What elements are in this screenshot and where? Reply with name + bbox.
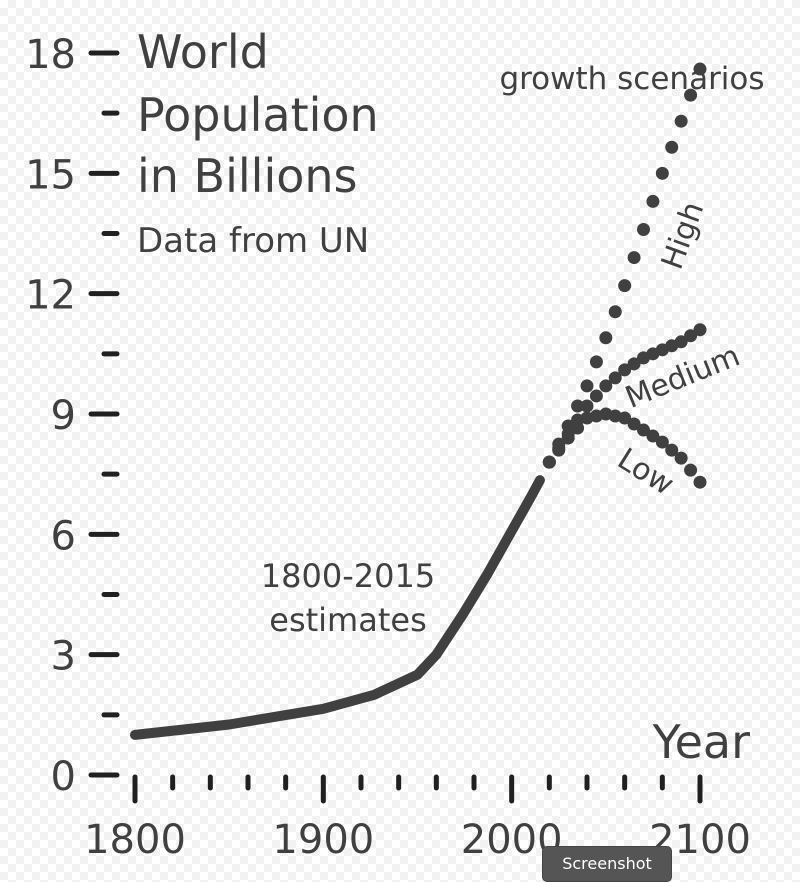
estimates-annotation: 1800-2015 estimates <box>261 557 435 639</box>
medium-scenario-dot <box>589 389 603 403</box>
low-scenario-dot <box>693 475 707 489</box>
medium-scenario-dot <box>674 335 688 349</box>
high-scenario-dot <box>693 62 707 76</box>
medium-scenario-dot <box>608 371 622 385</box>
low-scenario-dot <box>684 463 698 477</box>
high-scenario-dot <box>627 251 641 265</box>
title-line-2: Population <box>137 88 379 142</box>
medium-scenario-dot <box>599 379 613 393</box>
y-tick-label: 18 <box>25 32 76 78</box>
y-tick-label: 12 <box>25 273 76 319</box>
high-scenario-label: High <box>655 197 711 274</box>
y-tick-label: 9 <box>51 393 76 439</box>
low-scenario-dot <box>561 431 575 445</box>
high-scenario-dot <box>637 222 650 236</box>
high-scenario-dot <box>655 166 669 180</box>
medium-scenario-label: Medium <box>620 338 744 415</box>
high-scenario-dot <box>684 88 698 102</box>
title-line-1: World <box>137 25 269 79</box>
series-group <box>130 62 707 740</box>
x-tick-label: 1800 <box>84 817 186 863</box>
y-tick-label: 15 <box>25 152 76 198</box>
high-scenario-dot <box>646 194 660 208</box>
x-tick-label: 1900 <box>272 817 374 863</box>
low-scenario-dot <box>571 421 585 435</box>
low-scenario-dot <box>655 435 669 449</box>
y-tick-label: 6 <box>51 513 76 559</box>
high-scenario-dot <box>599 331 613 345</box>
low-scenario-dot <box>552 443 566 457</box>
estimates-line <box>130 475 545 740</box>
medium-scenario-dot <box>693 323 707 337</box>
scenarios-header: growth scenarios <box>499 61 764 97</box>
estimates-annotation-line: estimates <box>269 601 426 639</box>
high-scenario-dot <box>674 114 688 128</box>
subtitle: Data from UN <box>137 221 369 261</box>
low-scenario-dot <box>627 417 641 431</box>
y-tick-label: 0 <box>51 754 76 800</box>
high-scenario-dot <box>580 379 594 393</box>
high-scenario-dot <box>608 305 622 319</box>
estimates-annotation-line: 1800-2015 <box>261 557 435 595</box>
x-axis-label: Year <box>652 715 750 769</box>
title-line-3: in Billions <box>137 149 358 203</box>
high-scenario-dot <box>589 355 603 369</box>
low-scenario-dot <box>618 411 632 425</box>
screenshot-button[interactable]: Screenshot <box>542 846 672 882</box>
medium-scenario-dot <box>627 357 641 371</box>
high-scenario-dot <box>618 279 632 293</box>
low-scenario-dot <box>665 443 679 457</box>
low-scenario-dot <box>542 455 556 469</box>
medium-scenario-dot <box>580 399 594 413</box>
medium-scenario-dot <box>618 363 632 377</box>
low-scenario-dot <box>674 451 688 465</box>
text-group: World Population in Billions Data from U… <box>137 25 765 769</box>
low-scenario-dot <box>646 429 660 443</box>
high-scenario-dot <box>571 399 585 413</box>
medium-scenario-dot <box>684 329 698 343</box>
high-scenario-dot <box>665 140 679 154</box>
low-scenario-dot <box>637 423 650 437</box>
y-tick-label: 3 <box>51 634 76 680</box>
